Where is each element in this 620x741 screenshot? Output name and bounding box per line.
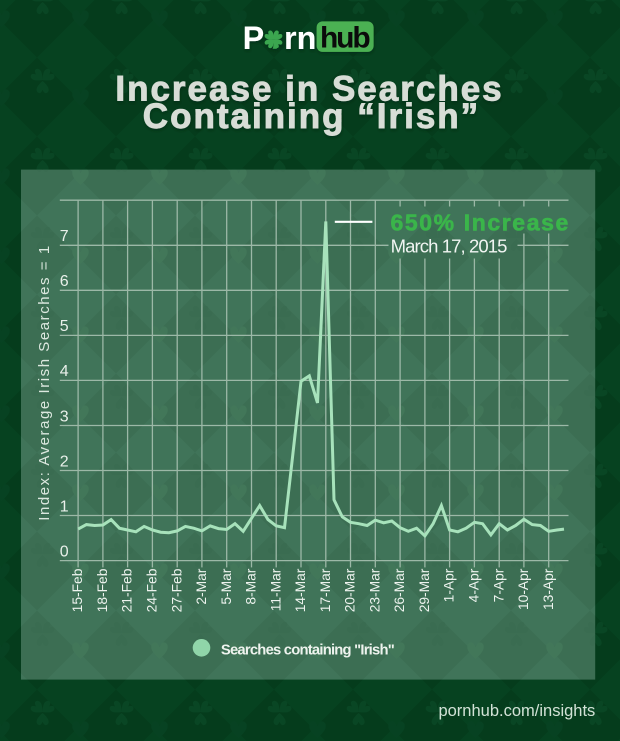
svg-text:8-Mar: 8-Mar: [244, 568, 259, 604]
svg-text:5: 5: [60, 318, 69, 335]
svg-text:20-Mar: 20-Mar: [343, 568, 358, 612]
svg-text:26-Mar: 26-Mar: [392, 568, 407, 612]
svg-text:29-Mar: 29-Mar: [417, 568, 432, 612]
svg-text:P: P: [243, 20, 265, 56]
svg-text:1-Apr: 1-Apr: [442, 568, 457, 602]
svg-text:14-Mar: 14-Mar: [293, 568, 308, 612]
svg-text:rn: rn: [284, 20, 316, 56]
svg-text:March 17, 2015: March 17, 2015: [391, 236, 508, 257]
svg-text:4: 4: [60, 363, 69, 380]
svg-text:13-Apr: 13-Apr: [541, 568, 556, 610]
svg-text:2-Mar: 2-Mar: [194, 568, 209, 604]
svg-text:0: 0: [60, 543, 69, 560]
svg-text:27-Feb: 27-Feb: [169, 568, 184, 612]
svg-text:18-Feb: 18-Feb: [95, 568, 110, 612]
svg-text:15-Feb: 15-Feb: [70, 568, 85, 612]
svg-text:5-Mar: 5-Mar: [219, 568, 234, 604]
svg-text:10-Apr: 10-Apr: [516, 568, 531, 610]
svg-text:6: 6: [60, 273, 69, 290]
svg-text:Containing “Irish”: Containing “Irish”: [143, 97, 480, 136]
svg-text:Increase in Searches: Increase in Searches: [115, 70, 503, 109]
svg-text:21-Feb: 21-Feb: [120, 568, 135, 612]
svg-text:hub: hub: [320, 22, 370, 55]
svg-text:pornhub.com/insights: pornhub.com/insights: [438, 702, 595, 720]
svg-text:23-Mar: 23-Mar: [367, 568, 382, 612]
svg-text:7-Apr: 7-Apr: [491, 568, 506, 602]
svg-text:650% Increase: 650% Increase: [391, 209, 570, 235]
svg-text:24-Feb: 24-Feb: [145, 568, 160, 612]
svg-text:11-Mar: 11-Mar: [268, 568, 283, 611]
svg-text:Index: Average Irish Searches: Index: Average Irish Searches = 1: [36, 244, 53, 520]
svg-text:1: 1: [60, 498, 69, 515]
svg-text:2: 2: [60, 453, 69, 470]
svg-text:7: 7: [60, 228, 69, 245]
svg-text:4-Apr: 4-Apr: [467, 568, 482, 602]
svg-text:Searches containing "Irish": Searches containing "Irish": [221, 642, 395, 658]
svg-text:3: 3: [60, 408, 69, 425]
svg-text:17-Mar: 17-Mar: [318, 568, 333, 612]
